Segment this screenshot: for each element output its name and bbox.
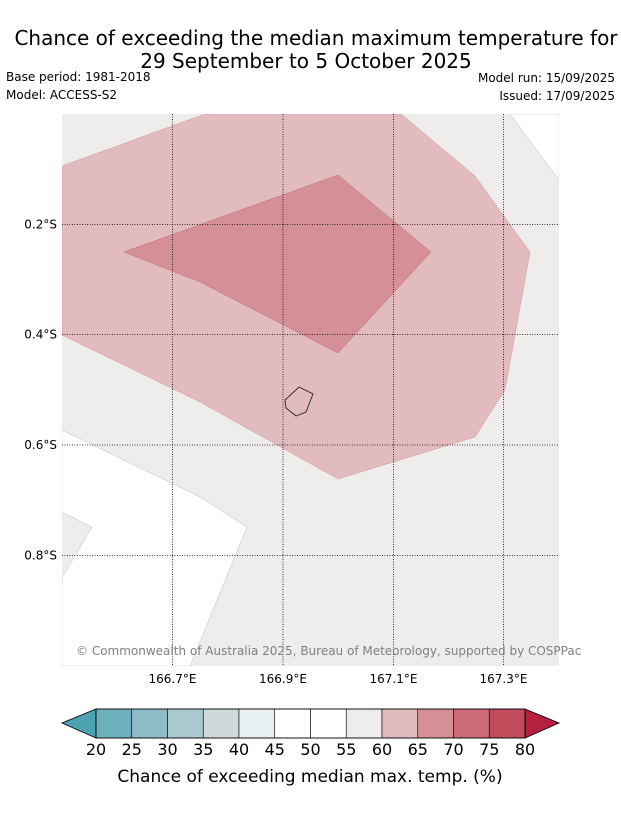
colorbar-tick-label: 40 — [229, 740, 249, 759]
issued-label: Issued: 17/09/2025 — [499, 89, 615, 103]
model-run-label: Model run: 15/09/2025 — [477, 71, 615, 85]
colorbar-tick-label: 45 — [265, 740, 285, 759]
copyright-notice: © Commonwealth of Australia 2025, Bureau… — [76, 644, 581, 658]
colorbar-low-extend — [60, 708, 97, 739]
island-outline — [284, 386, 314, 417]
colorbar-segment — [310, 708, 347, 739]
lon-tick-167.3E: 167.3°E — [480, 672, 528, 686]
base-period-label: Base period: 1981-2018 — [6, 70, 151, 84]
colorbar-frame — [95, 708, 526, 739]
colorbar-tick-label: 35 — [193, 740, 213, 759]
probability-region-65-70 — [123, 174, 432, 354]
colorbar-high-extend — [524, 708, 561, 739]
lat-tick-0.4S: 0.4°S — [24, 328, 57, 342]
lat-tick-0.8S: 0.8°S — [24, 549, 57, 563]
map-title-line-2: 29 September to 5 October 2025 — [140, 49, 472, 73]
lat-tick-0.2S: 0.2°S — [24, 218, 57, 232]
map-panel — [62, 114, 559, 666]
colorbar-tick-label: 55 — [336, 740, 356, 759]
colorbar: 20 25 30 35 40 45 50 55 60 65 70 75 80 — [60, 708, 561, 759]
colorbar-segment — [131, 708, 168, 739]
no-data-area-bottom-left — [62, 429, 248, 666]
colorbar-tick-label: 80 — [515, 740, 535, 759]
colorbar-segment — [95, 708, 133, 739]
colorbar-segment — [417, 708, 454, 739]
colorbar-tick-label: 25 — [122, 740, 142, 759]
no-data-corner-top-right — [509, 114, 559, 181]
colorbar-segment — [274, 708, 311, 739]
colorbar-segment — [453, 708, 490, 739]
colorbar-segment — [345, 708, 383, 739]
colorbar-tick-label: 60 — [372, 740, 392, 759]
colorbar-segment — [202, 708, 240, 739]
map-title-line-1: Chance of exceeding the median maximum t… — [14, 26, 618, 50]
colorbar-segment — [381, 708, 419, 739]
colorbar-tick-label: 20 — [86, 740, 106, 759]
colorbar-tick-label: 65 — [408, 740, 428, 759]
colorbar-tick-label: 70 — [443, 740, 463, 759]
lon-tick-167.1E: 167.1°E — [370, 672, 418, 686]
model-label: Model: ACCESS-S2 — [6, 88, 118, 102]
lon-tick-166.9E: 166.9°E — [259, 672, 307, 686]
colorbar-segment — [488, 708, 526, 739]
colorbar-tick-label: 75 — [479, 740, 499, 759]
colorbar-title: Chance of exceeding median max. temp. (%… — [117, 767, 502, 787]
colorbar-tick-label: 30 — [157, 740, 177, 759]
graticule — [62, 114, 559, 666]
lat-tick-0.6S: 0.6°S — [24, 438, 57, 452]
colorbar-segment — [167, 708, 204, 739]
colorbar-tick-label: 50 — [300, 740, 320, 759]
lon-tick-166.7E: 166.7°E — [149, 672, 197, 686]
colorbar-segment — [238, 708, 276, 739]
